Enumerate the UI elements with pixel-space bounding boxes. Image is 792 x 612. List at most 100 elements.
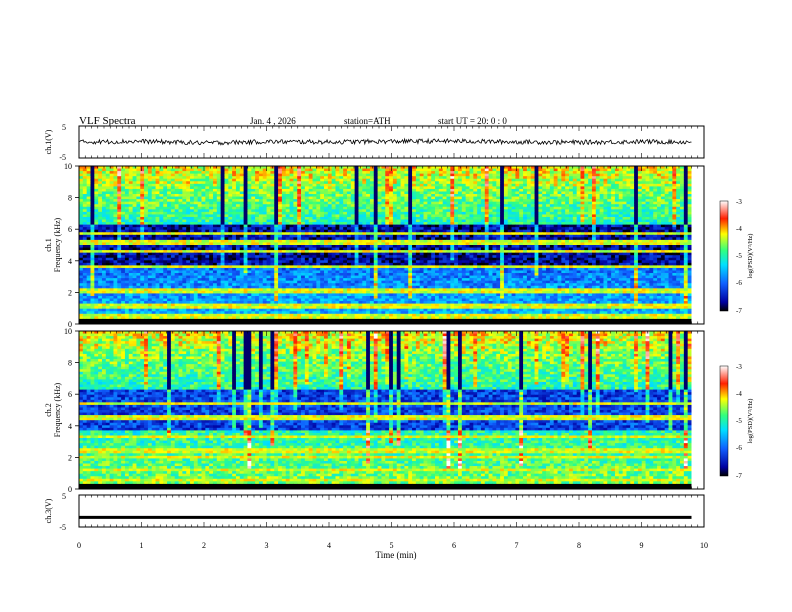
- spectrogram-cell: [274, 232, 279, 236]
- spectrogram-cell: [511, 183, 516, 187]
- spectrogram-cell: [113, 176, 118, 180]
- spectrogram-cell: [454, 237, 459, 241]
- spectrogram-cell: [392, 201, 398, 205]
- spectrogram-cell: [132, 224, 137, 228]
- spectrogram-cell: [79, 199, 84, 203]
- spectrogram-cell: [450, 234, 455, 238]
- spectrogram-cell: [220, 229, 225, 233]
- spectrogram-cell: [308, 237, 313, 241]
- spectrogram-cell: [515, 227, 520, 231]
- spectrogram-cell: [377, 196, 382, 200]
- spectrogram-cell: [228, 239, 233, 243]
- spectrogram-cell: [289, 206, 294, 210]
- spectrogram-cell: [450, 239, 455, 243]
- spectrogram-cell: [461, 204, 467, 208]
- spectrogram-cell: [167, 209, 172, 213]
- spectrogram-cell: [396, 237, 401, 241]
- spectrogram-cell: [377, 181, 382, 185]
- spectrogram-cell: [400, 242, 405, 246]
- spectrogram-cell: [304, 206, 310, 210]
- spectrogram-cell: [480, 216, 486, 220]
- spectrogram-cell: [197, 166, 202, 169]
- spectrogram-cell: [201, 214, 206, 218]
- spectrogram-cell: [182, 229, 187, 233]
- spectrogram-cell: [178, 232, 183, 236]
- spectrogram-cell: [128, 234, 133, 238]
- spectrogram-cell: [98, 194, 103, 197]
- spectrogram-cell: [255, 199, 260, 203]
- spectrogram-cell: [79, 176, 84, 180]
- spectrogram-cell: [480, 171, 486, 175]
- spectrogram-cell: [144, 171, 149, 175]
- spectrogram-cell: [224, 222, 229, 226]
- spectrogram-cell: [664, 227, 669, 231]
- spectrogram-cell: [335, 211, 340, 215]
- spectrogram-cell: [584, 201, 589, 205]
- spectrogram-cell: [105, 201, 111, 205]
- spectrogram-cell: [588, 211, 593, 215]
- spectrogram-cell: [289, 234, 294, 238]
- spectrogram-cell: [224, 201, 229, 205]
- spectrogram-cell: [94, 224, 99, 228]
- spectrogram-cell: [473, 171, 478, 175]
- spectrogram-cell: [637, 222, 643, 226]
- spectrogram-cell: [209, 166, 214, 169]
- spectrogram-cell: [668, 234, 673, 238]
- spectrogram-cell: [293, 196, 298, 200]
- spectrogram-cell: [526, 204, 532, 208]
- spectrogram-cell: [660, 234, 666, 238]
- spectrogram-cell: [680, 194, 685, 197]
- spectrogram-cell: [553, 232, 558, 236]
- spectrogram-cell: [576, 219, 581, 223]
- spectrogram-cell: [553, 242, 558, 246]
- spectrogram-cell: [412, 183, 417, 187]
- spectrogram-cell: [82, 183, 88, 187]
- spectrogram-cell: [603, 234, 608, 238]
- spectrogram-cell: [170, 194, 176, 197]
- spectrogram-cell: [212, 222, 218, 226]
- spectrogram-cell: [174, 242, 179, 246]
- spectrogram-cell: [346, 227, 352, 231]
- spectrogram-cell: [117, 183, 122, 187]
- spectrogram-cell: [415, 232, 421, 236]
- spectrogram-cell: [457, 211, 463, 215]
- spectrogram-cell: [553, 239, 558, 243]
- spectrogram-cell: [304, 211, 310, 215]
- spectrogram-cell: [423, 237, 428, 241]
- spectrogram-cell: [339, 173, 344, 177]
- spectrogram-cell: [193, 196, 199, 200]
- spectrogram-cell: [584, 242, 589, 246]
- spectrogram-cell: [369, 173, 375, 177]
- spectrogram-cell: [454, 171, 459, 175]
- spectrogram-cell: [82, 199, 88, 203]
- spectrogram-cell: [262, 191, 267, 195]
- spectrogram-cell: [484, 176, 490, 180]
- spectrogram-cell: [538, 219, 543, 223]
- spectrogram-cell: [358, 224, 363, 228]
- spectrogram-cell: [657, 181, 662, 185]
- spectrogram-cell: [278, 214, 283, 218]
- spectrogram-cell: [304, 196, 310, 200]
- spectrogram-cell: [324, 173, 329, 177]
- spectrogram-cell: [151, 222, 156, 226]
- spectrogram-cell: [220, 176, 225, 180]
- spectrogram-cell: [98, 206, 103, 210]
- spectrogram-cell: [408, 209, 413, 213]
- spectrogram-cell: [159, 188, 164, 192]
- spectrogram-cell: [480, 191, 486, 195]
- spectrogram-cell: [507, 242, 512, 246]
- spectrogram-cell: [82, 191, 88, 195]
- spectrogram-cell: [113, 242, 118, 246]
- spectrogram-cell: [354, 237, 359, 241]
- spectrogram-cell: [576, 206, 581, 210]
- spectrogram-cell: [492, 166, 497, 169]
- spectrogram-cell: [220, 209, 225, 213]
- spectrogram-cell: [630, 229, 635, 233]
- spectrogram-cell: [304, 168, 310, 172]
- spectrogram-cell: [243, 227, 248, 231]
- spectrogram-cell: [465, 168, 470, 172]
- spectrogram-cell: [664, 216, 669, 220]
- spectrogram-cell: [634, 178, 639, 182]
- spectrogram-cell: [324, 214, 329, 218]
- spectrogram-cell: [611, 237, 616, 241]
